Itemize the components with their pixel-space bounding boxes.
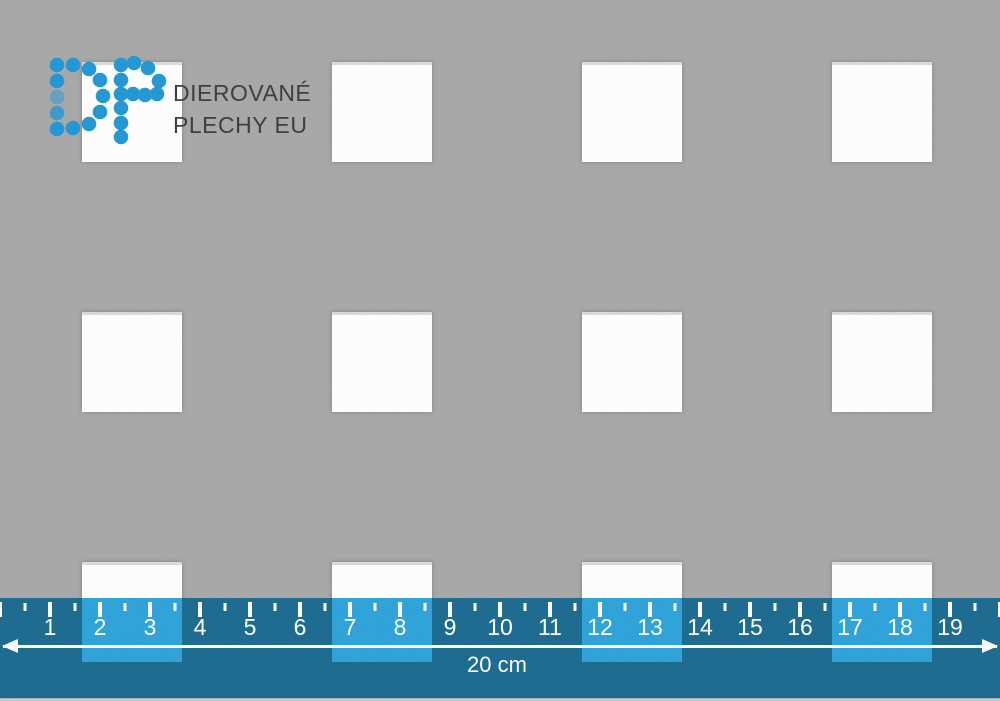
perforation-hole [332, 62, 432, 162]
ruler-tick-minor [73, 603, 77, 611]
ruler-number: 15 [737, 614, 763, 640]
ruler-tick-minor [773, 603, 777, 611]
ruler-number: 13 [637, 614, 663, 640]
arrow-left-icon [2, 639, 18, 653]
dimension-line [3, 645, 997, 648]
ruler-number: 7 [343, 614, 357, 640]
ruler-tick-minor [523, 603, 527, 611]
ruler-tick-minor [673, 603, 677, 611]
ruler-number: 2 [93, 614, 107, 640]
ruler-tick-minor [323, 603, 327, 611]
ruler-number: 6 [293, 614, 307, 640]
perforation-hole [582, 62, 682, 162]
arrow-right-icon [982, 639, 998, 653]
ruler-tick-minor [173, 603, 177, 611]
ruler-number: 10 [487, 614, 513, 640]
dimension-label: 20 cm [467, 652, 527, 677]
ruler-tick-minor [423, 603, 427, 611]
ruler-tick-minor [723, 603, 727, 611]
brand-name-line2: PLECHY EU [173, 111, 308, 138]
ruler-number: 1 [43, 614, 57, 640]
ruler-number: 4 [193, 614, 207, 640]
ruler-tick-major [0, 602, 2, 617]
ruler-number: 3 [143, 614, 157, 640]
perforation-hole [832, 312, 932, 412]
ruler-tick-minor [23, 603, 27, 611]
ruler-number: 14 [687, 614, 713, 640]
ruler-number: 19 [937, 614, 963, 640]
ruler-tick-minor [373, 603, 377, 611]
ruler-tick-minor [923, 603, 927, 611]
ruler-tick-minor [273, 603, 277, 611]
ruler-tick-minor [123, 603, 127, 611]
ruler-tick-minor [223, 603, 227, 611]
ruler-tick-minor [573, 603, 577, 611]
ruler-tick-minor [873, 603, 877, 611]
perforation-hole [82, 312, 182, 412]
ruler-number: 5 [243, 614, 257, 640]
perforation-hole [332, 312, 432, 412]
brand-name-line1: DIEROVANÉ [173, 80, 312, 106]
ruler-tick-minor [623, 603, 627, 611]
ruler-number: 17 [837, 614, 863, 640]
ruler-number: 16 [787, 614, 813, 640]
ruler-tick-minor [473, 603, 477, 611]
ruler-tick-minor [823, 603, 827, 611]
dp-logo-icon [49, 55, 167, 145]
ruler-number: 8 [393, 614, 407, 640]
measurement-ruler: 1 2 3 4 5 6 7 8 9 10 11 12 13 14 15 16 17 18 19 20 cm [0, 598, 1000, 701]
ruler-number: 11 [538, 614, 562, 640]
ruler-number: 9 [443, 614, 457, 640]
perforation-hole [832, 62, 932, 162]
ruler-number: 12 [587, 614, 613, 640]
brand-wordmark: DIEROVANÉ PLECHY EU [173, 78, 311, 141]
ruler-tick-minor [973, 603, 977, 611]
perforation-hole [582, 312, 682, 412]
ruler-number: 18 [887, 614, 913, 640]
